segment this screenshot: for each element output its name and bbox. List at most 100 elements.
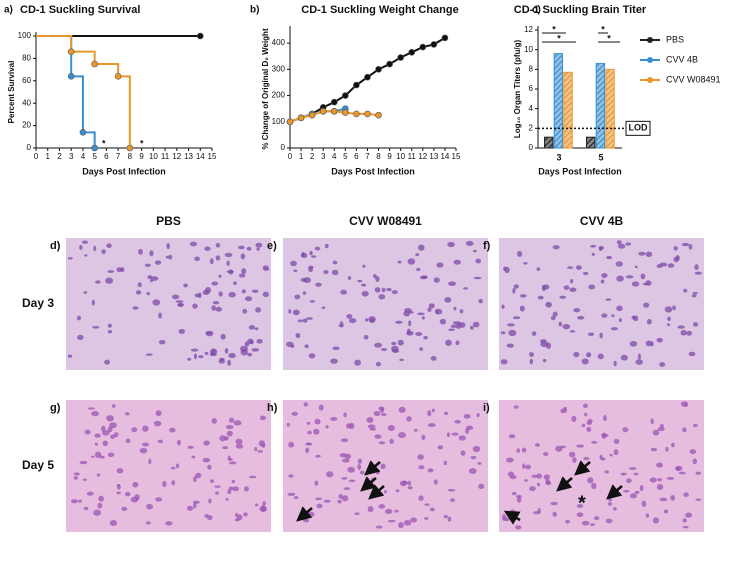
- cell-nucleus: [348, 479, 356, 483]
- cell-nucleus: [626, 478, 632, 484]
- cell-nucleus: [473, 276, 482, 280]
- cell-nucleus: [688, 243, 693, 250]
- cell-nucleus: [79, 460, 88, 465]
- cell-nucleus: [193, 502, 197, 509]
- cell-nucleus: [378, 294, 386, 300]
- data-point: [397, 54, 404, 61]
- cell-nucleus: [599, 332, 603, 339]
- cell-nucleus: [82, 478, 88, 481]
- cell-nucleus: [165, 255, 170, 259]
- cell-nucleus: [617, 243, 626, 249]
- panel-label: f): [483, 240, 491, 252]
- cell-nucleus: [375, 276, 380, 283]
- cell-nucleus: [87, 407, 96, 410]
- row-header: Day 5: [22, 458, 54, 472]
- cell-nucleus: [125, 438, 131, 443]
- cell-nucleus: [243, 512, 248, 517]
- cell-nucleus: [450, 498, 456, 503]
- cell-nucleus: [104, 359, 110, 365]
- cell-nucleus: [427, 468, 434, 473]
- cell-nucleus: [695, 471, 702, 475]
- x-axis-label: Days Post Infection: [331, 166, 415, 176]
- cell-nucleus: [384, 508, 393, 514]
- x-axis-label: Days Post Infection: [538, 166, 622, 176]
- cell-nucleus: [240, 253, 246, 260]
- cell-nucleus: [93, 509, 101, 516]
- y-axis-label: Percent Survival: [7, 61, 16, 124]
- cell-nucleus: [446, 432, 450, 438]
- cell-nucleus: [577, 315, 585, 320]
- y-tick-label: 12: [524, 25, 533, 34]
- cell-nucleus: [389, 438, 394, 444]
- bar: [605, 68, 615, 149]
- cell-nucleus: [678, 471, 686, 475]
- cell-nucleus: [623, 489, 630, 493]
- cell-nucleus: [175, 300, 184, 303]
- x-tick-label: 8: [376, 152, 381, 161]
- cell-nucleus: [315, 497, 323, 501]
- cell-nucleus: [450, 324, 457, 328]
- cell-nucleus: [67, 257, 73, 260]
- cell-nucleus: [417, 454, 424, 460]
- cell-nucleus: [308, 353, 316, 359]
- cell-nucleus: [417, 312, 425, 316]
- cell-nucleus: [568, 451, 576, 458]
- cell-nucleus: [634, 265, 638, 269]
- cell-nucleus: [558, 321, 563, 327]
- cell-nucleus: [193, 353, 198, 360]
- cell-nucleus: [408, 311, 414, 314]
- cell-nucleus: [67, 354, 73, 358]
- cell-nucleus: [613, 449, 619, 456]
- cell-nucleus: [667, 323, 671, 327]
- cell-nucleus: [616, 240, 622, 245]
- cell-nucleus: [476, 413, 480, 418]
- cell-nucleus: [155, 497, 163, 502]
- cell-nucleus: [507, 471, 515, 477]
- cell-nucleus: [455, 340, 460, 346]
- cell-nucleus: [649, 477, 657, 483]
- cell-nucleus: [587, 477, 594, 484]
- x-tick-label: 7: [365, 152, 370, 161]
- cell-nucleus: [303, 518, 310, 523]
- cell-nucleus: [635, 359, 643, 365]
- cell-nucleus: [366, 416, 374, 423]
- cell-nucleus: [600, 279, 605, 284]
- cell-nucleus: [633, 472, 639, 476]
- cell-nucleus: [402, 480, 408, 485]
- cell-nucleus: [504, 266, 510, 274]
- cell-nucleus: [634, 490, 640, 494]
- cell-nucleus: [302, 318, 308, 323]
- cell-nucleus: [315, 282, 322, 287]
- cell-nucleus: [398, 406, 406, 413]
- cell-nucleus: [519, 294, 527, 298]
- cell-nucleus: [105, 277, 114, 284]
- cell-nucleus: [552, 245, 560, 250]
- data-point: [364, 110, 371, 118]
- x-tick-label: 14: [440, 152, 449, 161]
- cell-nucleus: [332, 346, 340, 351]
- cell-nucleus: [226, 270, 234, 274]
- cell-nucleus: [302, 291, 307, 295]
- cell-nucleus: [638, 251, 646, 256]
- cell-nucleus: [443, 460, 447, 466]
- cell-nucleus: [357, 279, 363, 283]
- cell-nucleus: [154, 260, 162, 265]
- cell-nucleus: [116, 468, 124, 474]
- cell-nucleus: [616, 305, 623, 312]
- cell-nucleus: [683, 492, 689, 497]
- cell-nucleus: [391, 345, 399, 352]
- cell-nucleus: [581, 520, 590, 526]
- cell-nucleus: [663, 509, 669, 514]
- cell-nucleus: [418, 244, 425, 251]
- cell-nucleus: [625, 242, 632, 246]
- cell-nucleus: [637, 353, 641, 360]
- cell-nucleus: [641, 500, 647, 507]
- cell-nucleus: [235, 444, 244, 449]
- cell-nucleus: [131, 427, 138, 433]
- cell-nucleus: [102, 430, 110, 436]
- cell-nucleus: [427, 423, 436, 428]
- cell-nucleus: [258, 440, 265, 447]
- cell-nucleus: [478, 298, 483, 304]
- cell-nucleus: [394, 509, 399, 513]
